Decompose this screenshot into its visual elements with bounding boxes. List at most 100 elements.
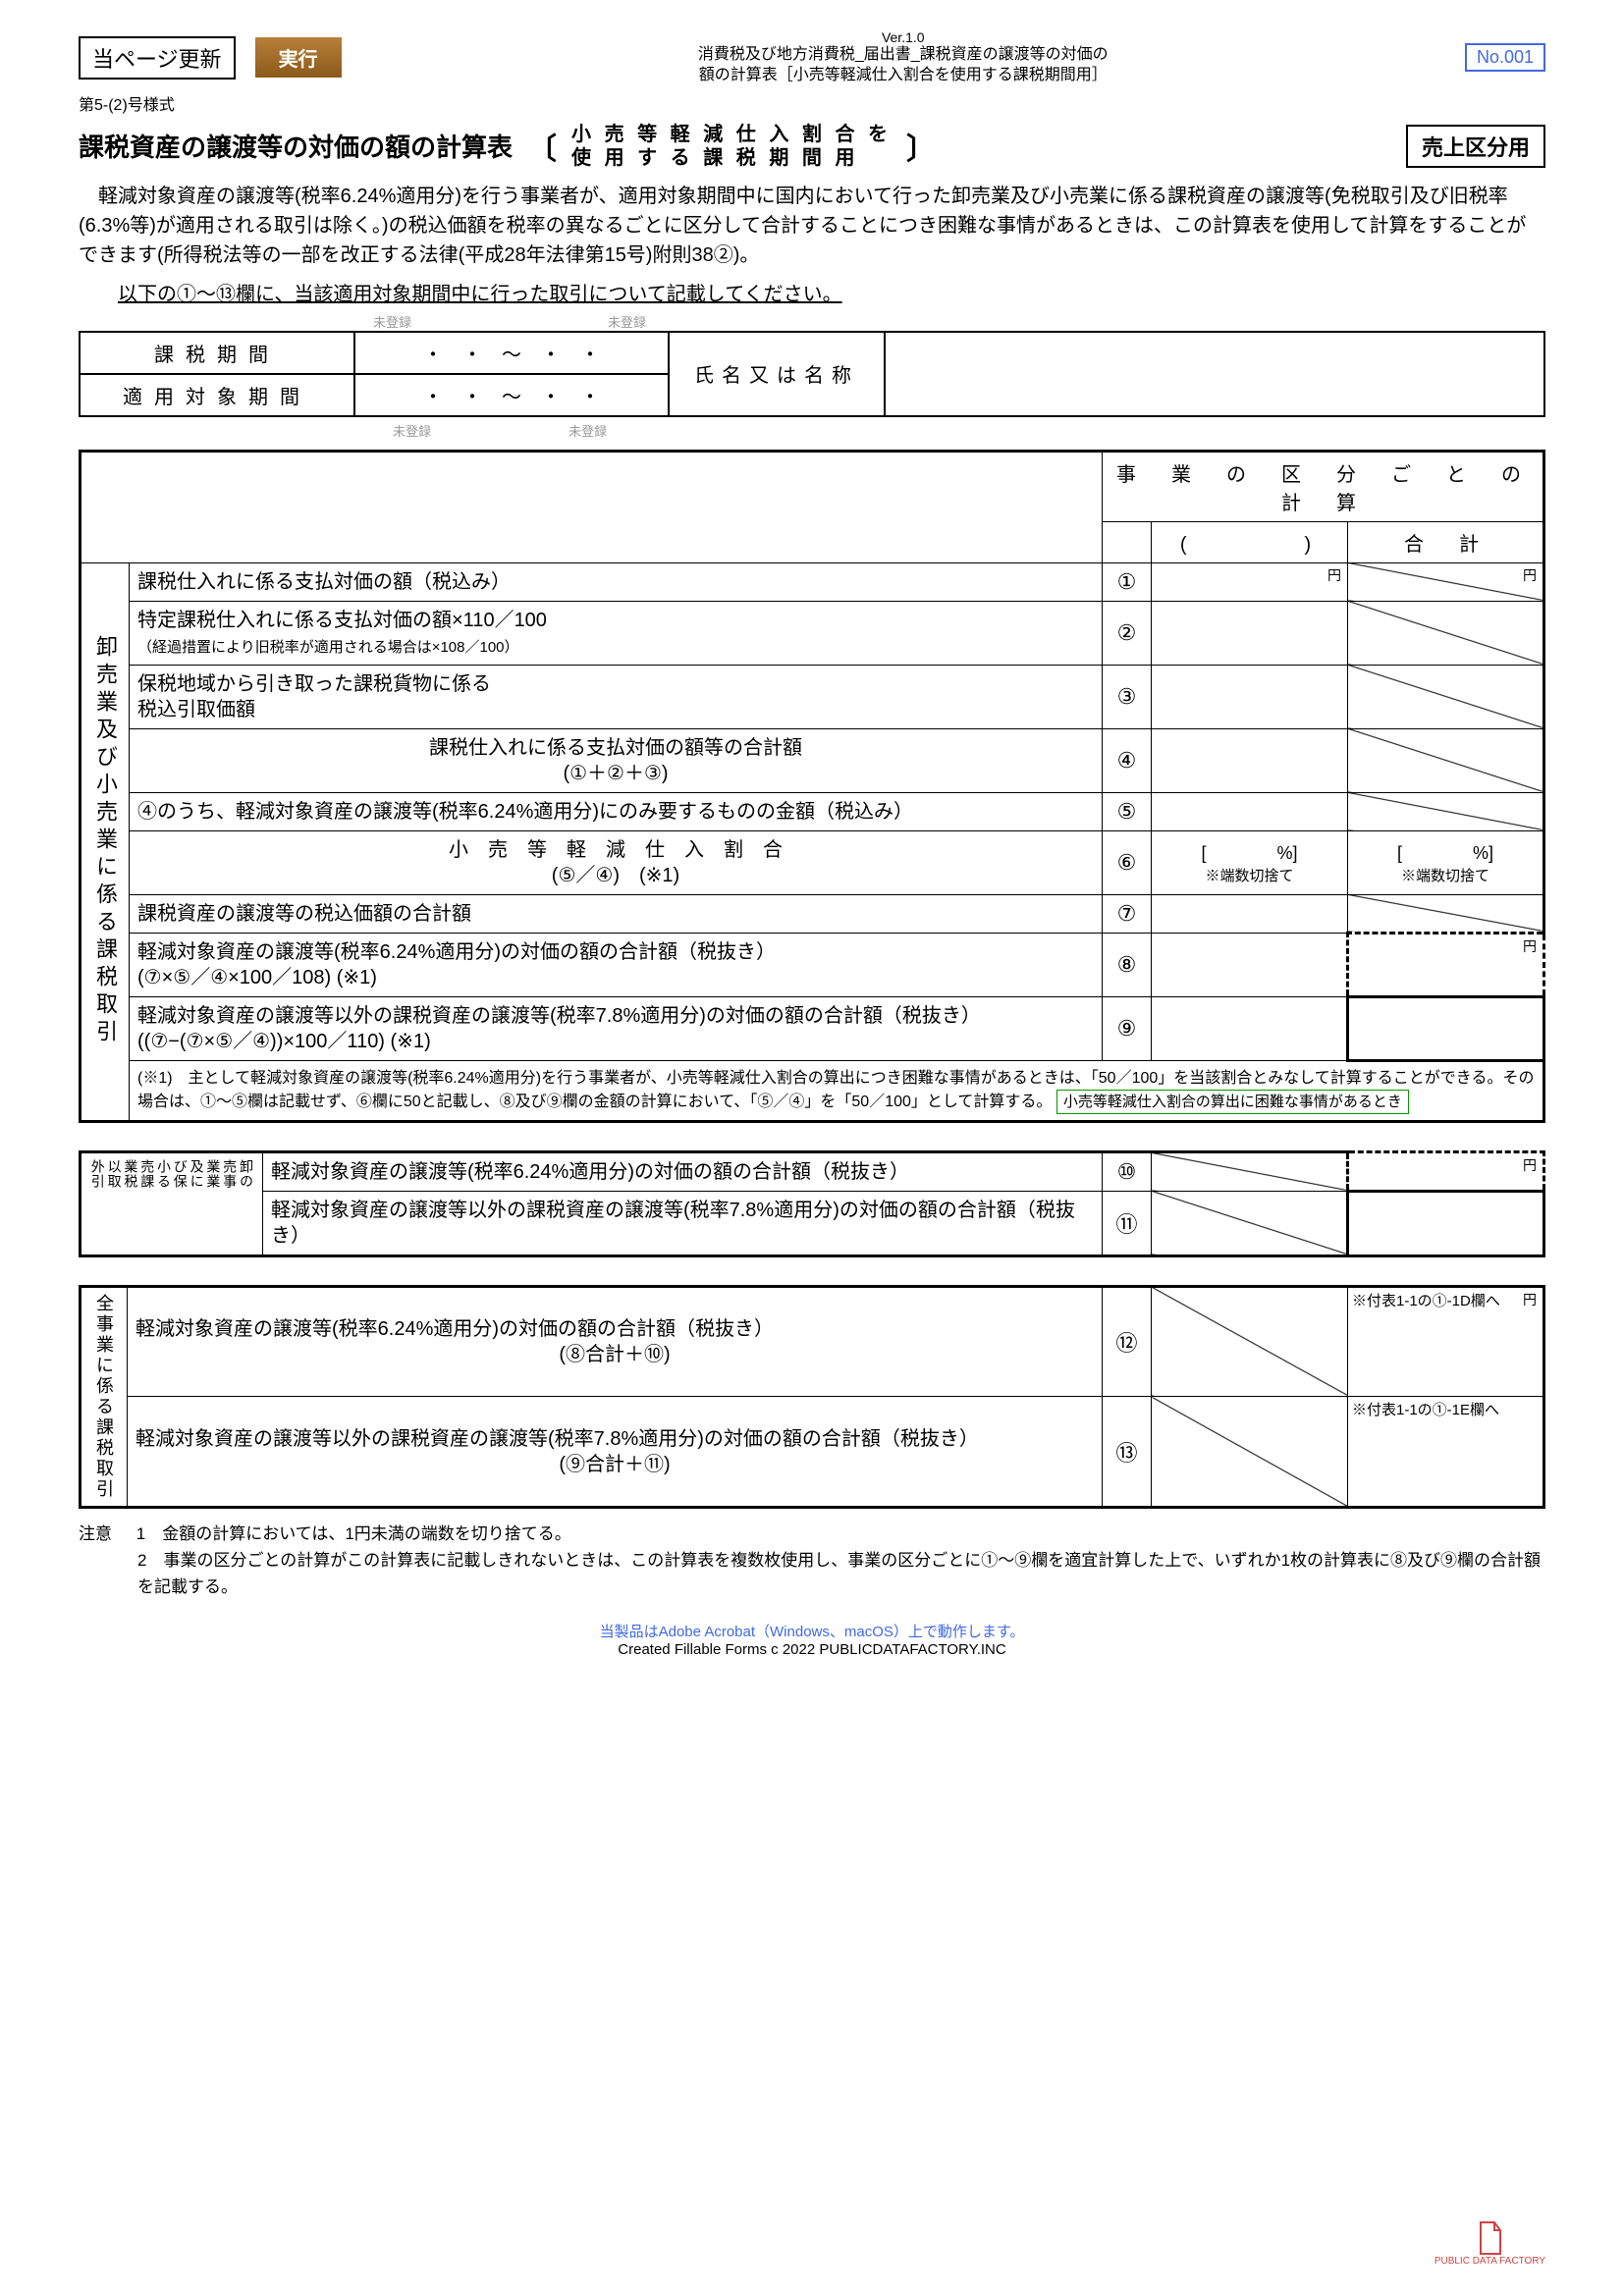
col1-header: ( ) (1152, 521, 1348, 562)
form-number: 第5-(2)号様式 (79, 91, 1545, 115)
target-period-value[interactable]: ・ ・ ～ ・ ・ (354, 374, 669, 416)
calculation-table-2: 卸の売事業業及にび保小る売課業税以取外引 軽減対象資産の譲渡等(税率6.24%適… (79, 1150, 1545, 1257)
row1-desc: 課税仕入れに係る支払対価の額（税込み） (130, 562, 1103, 601)
title-row: 課税資産の譲渡等の対価の額の計算表 〔 小 売 等 軽 減 仕 入 割 合 を … (79, 123, 1545, 170)
logo-text: PUBLIC DATA FACTORY (1435, 2256, 1545, 2267)
row7-num: ⑦ (1103, 894, 1152, 933)
row13-val2[interactable]: ※付表1-1の①-1E欄へ (1348, 1397, 1544, 1508)
biz-header: 事 業 の 区 分 ご と の 計 算 (1103, 451, 1544, 521)
bracket-title-l2: 使 用 す る 課 税 期 間 用 (571, 147, 858, 169)
sales-classification-box: 売上区分用 (1406, 125, 1545, 168)
row2-val2 (1348, 601, 1544, 665)
bracket-title-l1: 小 売 等 軽 減 仕 入 割 合 を (571, 124, 892, 145)
row8-val1[interactable] (1152, 933, 1348, 996)
row8-num: ⑧ (1103, 933, 1152, 996)
row12-formula: (⑧合計＋⑩) (135, 1342, 1094, 1367)
row3-num: ③ (1103, 665, 1152, 728)
calculation-table-3: 全事業に係る課税取引 軽減対象資産の譲渡等(税率6.24%適用分)の対価の額の合… (79, 1285, 1545, 1509)
row13-desc: 軽減対象資産の譲渡等以外の課税資産の譲渡等(税率7.8%適用分)の対価の額の合計… (135, 1428, 979, 1450)
row5-num: ⑤ (1103, 792, 1152, 830)
row12-val1 (1152, 1286, 1348, 1397)
row6-formula: (⑤／④) (※1) (552, 865, 679, 886)
row12-num: ⑫ (1103, 1286, 1152, 1397)
name-label: 氏名又は名称 (669, 332, 885, 416)
row4-formula: (①＋②＋③) (563, 763, 668, 784)
row2-desc: 特定課税仕入れに係る支払対価の額×110／100 (137, 610, 547, 631)
row4-num: ④ (1103, 728, 1152, 792)
row4-val2 (1348, 728, 1544, 792)
section2-label: 卸の売事業業及にび保小る売課業税以取外引 (81, 1151, 263, 1255)
doc-title-line2: 額の計算表［小売等軽減仕入割合を使用する課税期間用］ (361, 66, 1445, 86)
instruction-text: 以下の①～⑬欄に、当該適用対象期間中に行った取引について記載してください。 (79, 278, 1545, 306)
logo-icon (1475, 2220, 1504, 2256)
calculation-table-1: 事 業 の 区 分 ご と の 計 算 ( ) 合 計 卸売業及び小売業に係る課… (79, 450, 1545, 1123)
row11-num: ⑪ (1103, 1191, 1152, 1255)
main-title: 課税資産の譲渡等の対価の額の計算表 (79, 128, 513, 164)
row9-desc: 軽減対象資産の譲渡等以外の課税資産の譲渡等(税率7.8%適用分)の対価の額の合計… (137, 1005, 981, 1027)
row10-val1 (1152, 1151, 1348, 1191)
footer-line2: Created Fillable Forms c 2022 PUBLICDATA… (618, 1641, 1005, 1658)
row13-val1 (1152, 1397, 1348, 1508)
row4-val1[interactable] (1152, 728, 1348, 792)
top-bar: 当ページ更新 実行 Ver.1.0 消費税及び地方消費税_届出書_課税資産の譲渡… (79, 29, 1545, 86)
row13-formula: (⑨合計＋⑪) (135, 1452, 1094, 1477)
header-table: 課税期間 ・ ・ ～ ・ ・ 氏名又は名称 適用対象期間 ・ ・ ～ ・ ・ (79, 331, 1545, 417)
doc-number: No.001 (1465, 43, 1545, 72)
row1-val1[interactable]: 円 (1152, 562, 1348, 601)
row10-num: ⑩ (1103, 1151, 1152, 1191)
row12-val2[interactable]: ※付表1-1の①-1D欄へ円 (1348, 1286, 1544, 1397)
intro-text: 軽減対象資産の譲渡等(税率6.24%適用分)を行う事業者が、適用対象期間中に国内… (79, 182, 1545, 270)
row3-desc: 保税地域から引き取った課税貨物に係る (137, 673, 491, 695)
row11-desc: 軽減対象資産の譲渡等以外の課税資産の譲渡等(税率7.8%適用分)の対価の額の合計… (262, 1191, 1102, 1255)
row10-val2[interactable]: 円 (1348, 1151, 1544, 1191)
logo: PUBLIC DATA FACTORY (1435, 2220, 1545, 2267)
row10-desc: 軽減対象資産の譲渡等(税率6.24%適用分)の対価の額の合計額（税抜き） (262, 1151, 1102, 1191)
row1-num: ① (1103, 562, 1152, 601)
row7-desc: 課税資産の譲渡等の税込価額の合計額 (130, 894, 1103, 933)
row3-val1[interactable] (1152, 665, 1348, 728)
row6-pct2: [ %] (1397, 843, 1493, 863)
unregistered-label: 未登録 (373, 312, 411, 331)
row2-sub: （経過措置により旧税率が適用される場合は×108／100） (137, 639, 519, 656)
unregistered-label: 未登録 (568, 421, 607, 440)
row8-formula: (⑦×⑤／④×100／108) (※1) (137, 967, 377, 988)
row13-num: ⑬ (1103, 1397, 1152, 1508)
row2-val1[interactable] (1152, 601, 1348, 665)
row7-val2 (1348, 894, 1544, 933)
row5-desc: ④のうち、軽減対象資産の譲渡等(税率6.24%適用分)にのみ要するものの金額（税… (130, 792, 1103, 830)
row5-val1[interactable] (1152, 792, 1348, 830)
row6-pctnote1: ※端数切捨て (1205, 868, 1293, 884)
tax-period-value[interactable]: ・ ・ ～ ・ ・ (354, 332, 669, 374)
row4-desc: 課税仕入れに係る支払対価の額等の合計額 (429, 737, 802, 759)
row9-val2[interactable] (1348, 996, 1544, 1060)
row12-ref: ※付表1-1の①-1D欄へ (1352, 1290, 1500, 1310)
row7-val1[interactable] (1152, 894, 1348, 933)
footer-line1: 当製品はAdobe Acrobat（Windows、macOS）上で動作します。 (600, 1624, 1025, 1640)
row9-val1[interactable] (1152, 996, 1348, 1060)
row8-val2[interactable]: 円 (1348, 933, 1544, 996)
notes-section: 注意 1 金額の計算においては、1円未満の端数を切り捨てる。 2 事業の区分ごと… (79, 1521, 1545, 1601)
row6-num: ⑥ (1103, 830, 1152, 894)
row6-pct1[interactable]: [ %] (1201, 843, 1297, 863)
row6-pctnote2: ※端数切捨て (1401, 868, 1489, 884)
row3-val2 (1348, 665, 1544, 728)
row5-val2 (1348, 792, 1544, 830)
name-value[interactable] (885, 332, 1544, 416)
notes-label: 注意 (79, 1524, 112, 1543)
row3-desc2: 税込引取価額 (137, 699, 255, 721)
row11-val2[interactable] (1348, 1191, 1544, 1255)
row2-num: ② (1103, 601, 1152, 665)
note-green-box: 小売等軽減仕入割合の算出に困難な事情があるとき (1056, 1090, 1409, 1114)
row6-desc: 小 売 等 軽 減 仕 入 割 合 (449, 839, 783, 861)
footer: 当製品はAdobe Acrobat（Windows、macOS）上で動作します。… (79, 1621, 1545, 1658)
section1-label: 卸売業及び小売業に係る課税取引 (81, 562, 130, 1121)
doc-title-line1: 消費税及び地方消費税_届出書_課税資産の譲渡等の対価の (361, 45, 1445, 66)
row13-ref: ※付表1-1の①-1E欄へ (1352, 1399, 1499, 1419)
unregistered-label: 未登録 (608, 312, 646, 331)
unregistered-label: 未登録 (393, 421, 431, 440)
row12-desc: 軽減対象資産の譲渡等(税率6.24%適用分)の対価の額の合計額（税抜き） (135, 1318, 774, 1340)
col2-header: 合 計 (1348, 521, 1544, 562)
update-page-button[interactable]: 当ページ更新 (79, 36, 236, 80)
row9-formula: ((⑦−(⑦×⑤／④))×100／110) (※1) (137, 1031, 431, 1052)
execute-button[interactable]: 実行 (255, 37, 342, 78)
